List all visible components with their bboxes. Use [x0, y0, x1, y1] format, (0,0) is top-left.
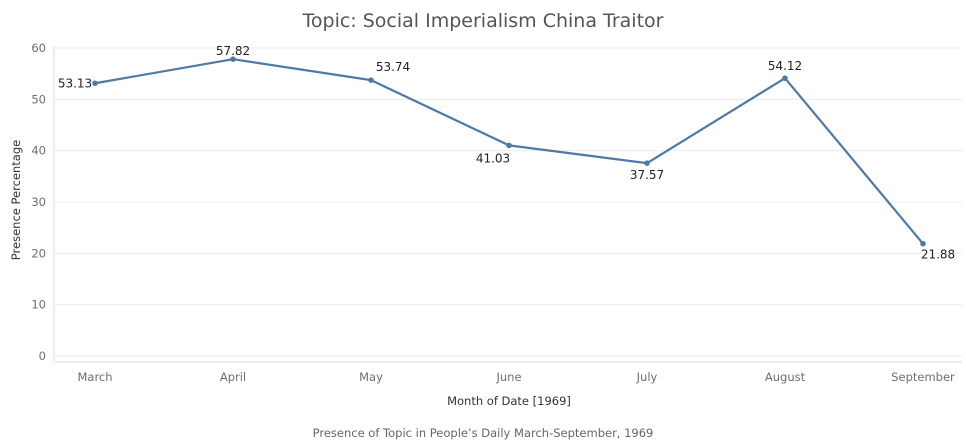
data-label: 21.88 [921, 248, 955, 262]
y-tick-label: 10 [31, 298, 46, 312]
data-labels: 53.13 57.82 53.74 41.03 37.57 54.12 21.88 [58, 44, 955, 261]
data-label: 57.82 [216, 44, 250, 58]
y-tick-label: 30 [31, 195, 46, 209]
data-point [92, 80, 98, 87]
data-label: 53.13 [58, 76, 92, 90]
x-tick-label: July [636, 370, 658, 384]
x-axis-ticks: March April May June July August September [77, 370, 955, 384]
data-points [92, 56, 926, 247]
data-point [644, 160, 650, 166]
y-tick-label: 20 [31, 246, 46, 260]
y-tick-label: 50 [31, 92, 46, 106]
data-point [782, 75, 788, 81]
x-tick-label: May [359, 370, 383, 384]
x-tick-label: April [220, 370, 246, 384]
chart-title: Topic: Social Imperialism China Traitor [302, 10, 664, 32]
data-point [368, 77, 374, 83]
x-tick-label: August [765, 370, 806, 384]
data-label: 41.03 [476, 151, 510, 165]
data-label: 53.74 [376, 60, 410, 74]
chart-caption: Presence of Topic in People’s Daily Marc… [313, 426, 654, 440]
y-tick-label: 40 [31, 144, 46, 158]
data-point [920, 240, 926, 247]
y-tick-label: 0 [39, 349, 46, 363]
data-label: 54.12 [768, 59, 802, 73]
y-tick-label: 60 [31, 41, 46, 55]
x-axis-title: Month of Date [1969] [447, 394, 571, 408]
x-tick-label: June [495, 370, 521, 384]
data-point [230, 56, 236, 62]
data-point [506, 142, 512, 149]
gridlines [53, 47, 962, 363]
x-tick-label: March [77, 370, 112, 384]
x-tick-label: September [891, 370, 955, 384]
y-axis-ticks: 0 10 20 30 40 50 60 [31, 41, 46, 363]
data-label: 37.57 [630, 168, 664, 182]
y-axis-title: Presence Percentage [9, 140, 23, 260]
